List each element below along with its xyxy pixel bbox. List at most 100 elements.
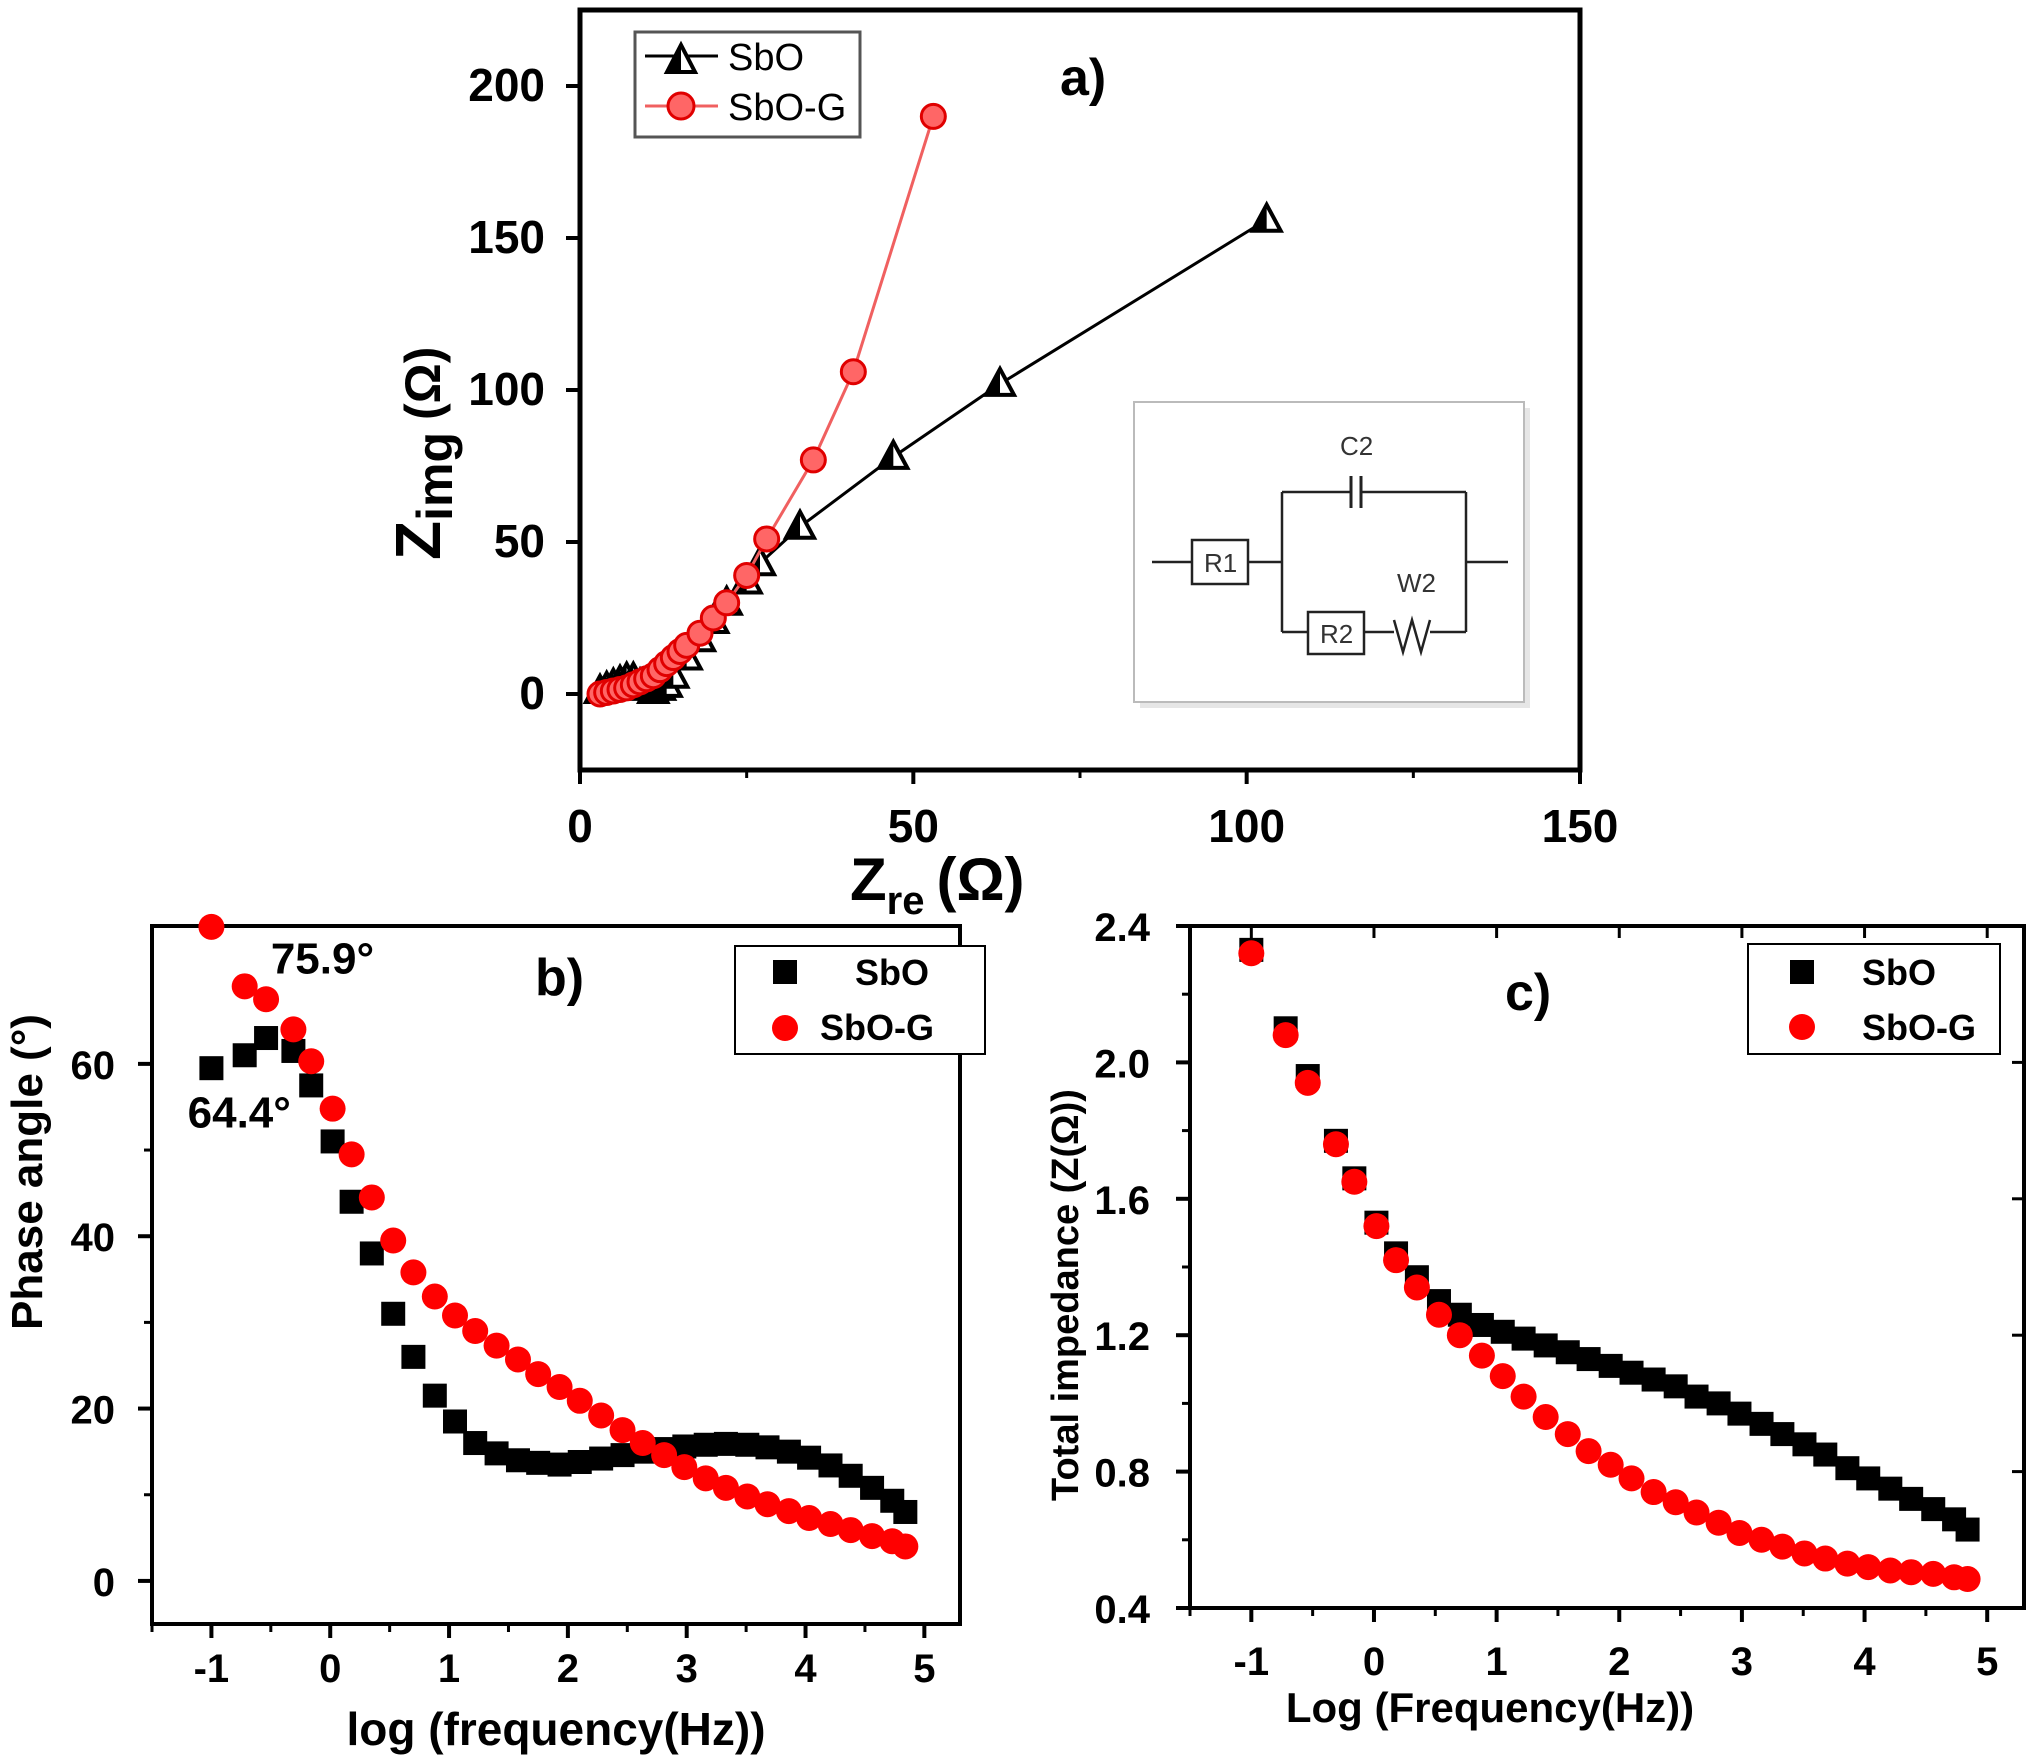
data-point <box>1272 1022 1299 1049</box>
data-point <box>734 1483 761 1510</box>
circuit-c2-label: C2 <box>1340 431 1373 461</box>
data-point <box>567 1449 592 1474</box>
data-point <box>919 102 947 130</box>
data-point <box>254 1026 279 1051</box>
panel-c-legend-sbog-marker <box>1789 1014 1815 1040</box>
data-point <box>838 1463 863 1488</box>
panel-a-legend-sbog-label: SbO-G <box>728 87 846 129</box>
data-point <box>526 1450 551 1475</box>
data-point <box>1619 1360 1644 1385</box>
data-point <box>1469 1312 1494 1337</box>
data-point-fill <box>786 511 800 538</box>
data-point <box>547 1452 572 1477</box>
data-point <box>735 1432 760 1457</box>
data-point <box>1705 1509 1732 1536</box>
data-point <box>1341 1168 1368 1195</box>
panel-b-legend-sbo-marker <box>773 960 797 984</box>
data-point <box>1954 1566 1981 1593</box>
data-point <box>733 561 761 589</box>
data-point <box>1425 1301 1452 1328</box>
y-tick-label: 0 <box>93 1561 115 1605</box>
data-point <box>692 1465 719 1492</box>
data-point <box>338 1141 365 1168</box>
data-point <box>713 1431 738 1456</box>
data-point <box>1640 1479 1667 1506</box>
data-point <box>1532 1404 1559 1431</box>
data-point <box>231 973 258 1000</box>
data-point <box>483 1332 510 1359</box>
circuit-r2 <box>1306 610 1366 656</box>
data-point <box>1597 1451 1624 1478</box>
data-point <box>253 986 280 1013</box>
panel-b-label: b) <box>535 949 584 1007</box>
data-point <box>839 358 867 386</box>
x-tick-label: 100 <box>1208 800 1285 852</box>
data-point <box>1598 1353 1623 1378</box>
data-point <box>380 1227 407 1254</box>
panel-a-legend-sbo-marker-fill <box>667 45 681 72</box>
panel-a-y-axis-title: Zimg (Ω) <box>382 347 463 560</box>
x-tick-label: 0 <box>567 800 593 852</box>
data-point <box>893 1499 918 1524</box>
data-point <box>982 364 1018 397</box>
y-tick-label: 100 <box>468 363 545 415</box>
data-point <box>776 1439 801 1464</box>
data-point <box>1835 1456 1860 1481</box>
circuit-wires <box>1152 490 1508 634</box>
series-sbo-g <box>586 102 947 708</box>
y-tick-label: 20 <box>71 1389 116 1433</box>
data-point <box>504 1346 531 1373</box>
data-point <box>1727 1401 1752 1426</box>
data-point <box>232 1043 257 1068</box>
data-point <box>1555 1340 1580 1365</box>
data-point <box>1403 1274 1430 1301</box>
data-point <box>381 1301 406 1326</box>
data-point <box>1249 200 1285 233</box>
data-point <box>358 1184 385 1211</box>
data-point <box>1490 1319 1515 1344</box>
data-point <box>421 1283 448 1310</box>
data-point <box>755 1435 780 1460</box>
panel-c-legend-sbog-label: SbO-G <box>1862 1007 1976 1048</box>
panel-b-x-axis-title: log (frequency(Hz)) <box>346 1703 765 1755</box>
data-point <box>280 1016 307 1043</box>
data-point <box>799 446 827 474</box>
y-tick-label: 40 <box>71 1216 116 1260</box>
y-tick-label: 0.8 <box>1094 1452 1150 1496</box>
data-point <box>1812 1545 1839 1572</box>
x-tick-label: 0 <box>1363 1640 1385 1684</box>
data-point <box>1489 1363 1516 1390</box>
data-point <box>817 1511 844 1538</box>
data-point <box>1726 1519 1753 1546</box>
data-point <box>484 1441 509 1466</box>
panel-c-total-impedance-plot: -1 0 1 2 3 4 50.40.81.21.62.02.4 SbO SbO-G c) … <box>1045 906 2026 1731</box>
x-tick-label: 1 <box>1485 1640 1507 1684</box>
panel-a-y-axis-title-main: Z <box>382 521 454 560</box>
data-point-fill <box>1252 204 1267 231</box>
y-tick-label: 0.4 <box>1094 1588 1150 1632</box>
data-point <box>892 1533 919 1560</box>
y-tick-label: 0 <box>519 667 545 719</box>
data-point <box>1921 1497 1946 1522</box>
x-tick-label: 1 <box>438 1647 460 1691</box>
data-point <box>298 1048 325 1075</box>
y-tick-label: 1.2 <box>1094 1315 1150 1359</box>
data-point <box>1769 1533 1796 1560</box>
data-point <box>401 1344 426 1369</box>
data-point <box>818 1453 843 1478</box>
x-tick-label: 5 <box>913 1647 935 1691</box>
panel-b-legend-sbog-marker <box>772 1015 798 1041</box>
y-tick-label: 50 <box>494 515 545 567</box>
x-tick-label: -1 <box>1234 1640 1270 1684</box>
data-point <box>589 1446 614 1471</box>
series-sbo-g <box>1238 940 1981 1593</box>
panel-a-y-axis-title-sub: img <box>407 432 463 521</box>
x-tick-label: 5 <box>1976 1640 1998 1684</box>
data-point <box>712 1474 739 1501</box>
data-point <box>713 589 741 617</box>
data-point <box>754 1491 781 1518</box>
data-point <box>775 1498 802 1525</box>
panel-b-y-axis-title: Phase angle (°) <box>3 1014 52 1330</box>
